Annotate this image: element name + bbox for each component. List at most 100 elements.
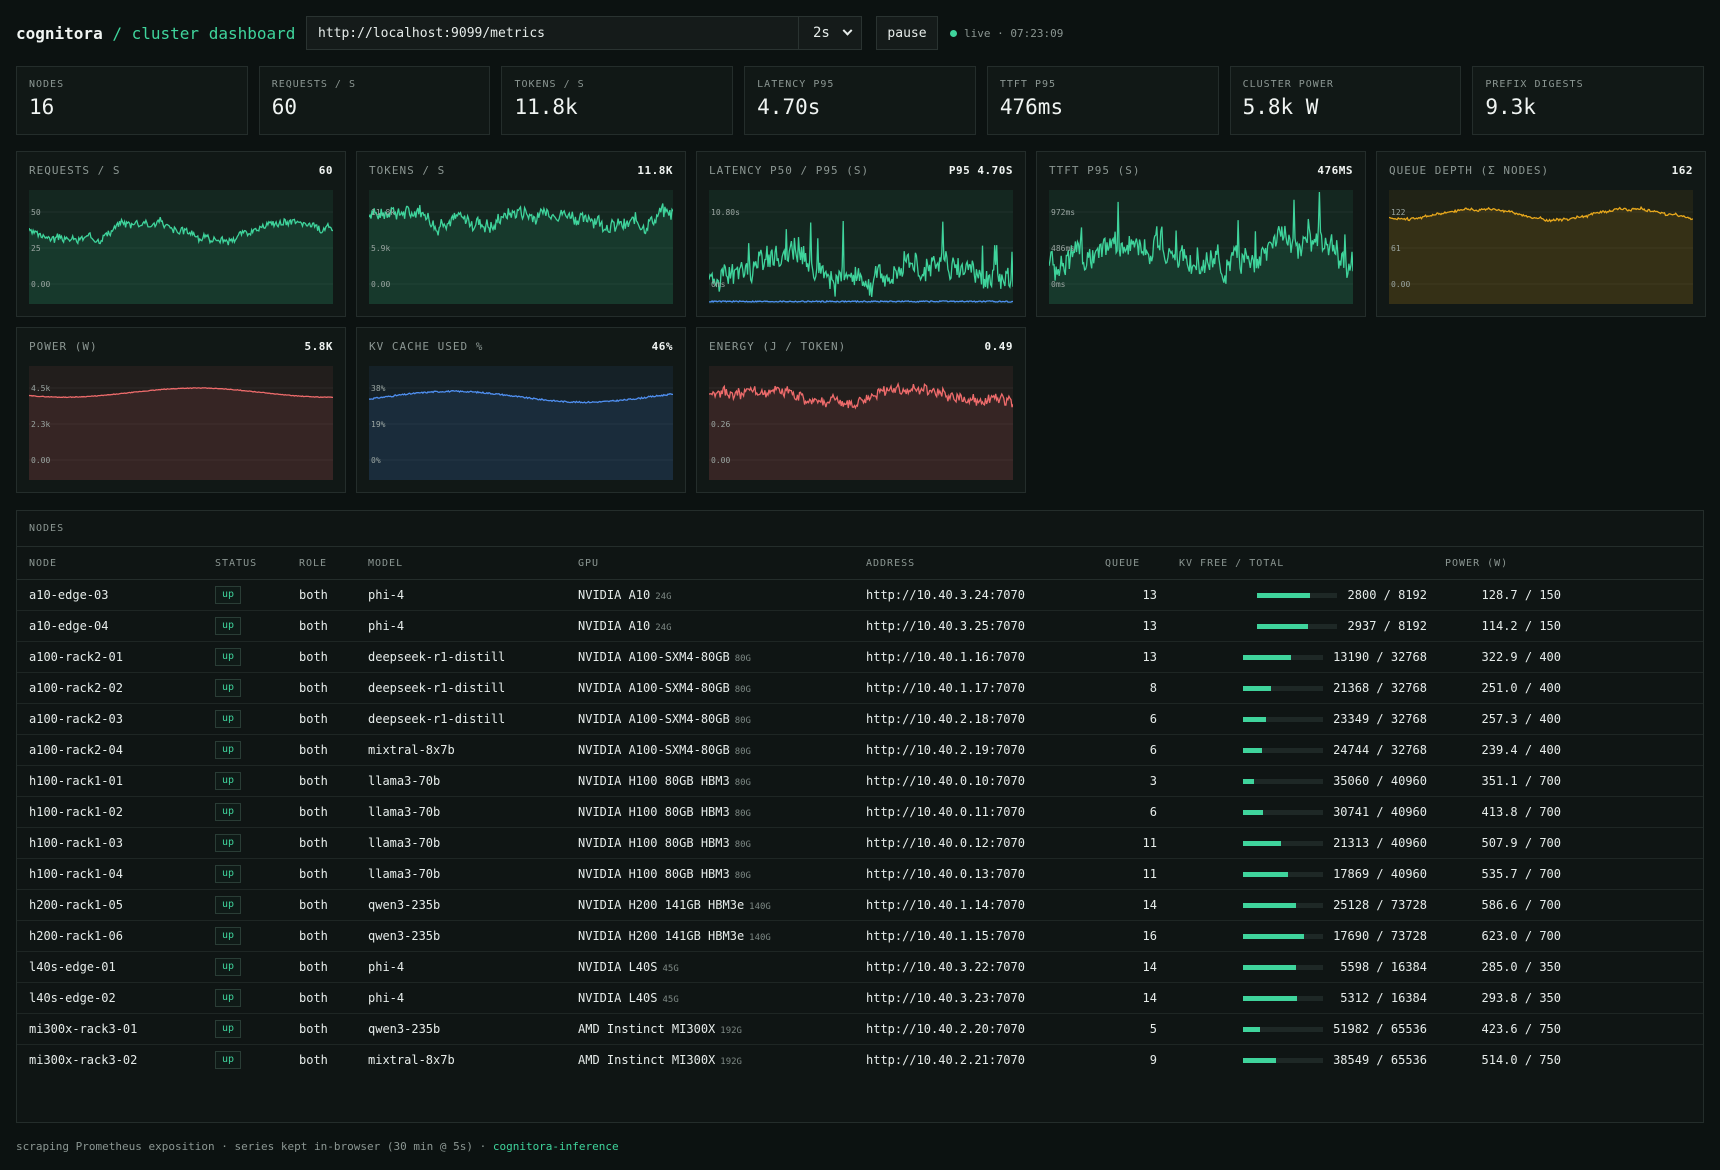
y-tick-label: 486ms [1051,244,1075,253]
kv-usage-bar [1243,872,1323,877]
table-row[interactable]: h100-rack1-04 up both llama3-70b NVIDIA H100… [17,859,1703,890]
node-address: http://10.40.2.18:7070 [866,712,1025,726]
series-line [1049,191,1353,284]
table-row[interactable]: mi300x-rack3-02 up both mixtral-8x7b AMD Ins… [17,1045,1703,1076]
status-badge: up [215,896,242,914]
kv-free-total: 5312 / 16384 [1340,991,1427,1005]
table-row[interactable]: h100-rack1-02 up both llama3-70b NVIDIA H100… [17,797,1703,828]
chart-plot: 38% 19% 0% [369,366,673,480]
table-row[interactable]: h200-rack1-05 up both qwen3-235b NVIDIA H200… [17,890,1703,921]
y-tick-label: 10.80s [711,208,740,217]
node-address: http://10.40.3.25:7070 [866,619,1025,633]
node-role: both [299,836,328,850]
node-queue: 13 [1142,588,1157,602]
node-role: both [299,588,328,602]
plot-background [29,190,333,304]
table-row[interactable]: a10-edge-03 up both phi-4 NVIDIA A10 24G http:… [17,580,1703,611]
series-line [709,220,1013,298]
chart-title: KV CACHE USED % [369,340,484,353]
node-queue: 6 [1149,712,1157,726]
gpu-memory: 45G [662,995,679,1005]
gpu-name: NVIDIA H100 80GB HBM3 [578,836,730,850]
kv-usage-bar [1243,655,1323,660]
node-queue: 11 [1142,867,1157,881]
chart-title: TTFT P95 (S) [1049,164,1141,177]
footer-link[interactable]: cognitora-inference [492,1140,619,1153]
kv-usage-fill [1243,841,1282,846]
chart-card: QUEUE DEPTH (Σ NODES) 162 122 61 0.00 [1376,151,1706,317]
refresh-interval-select[interactable]: 2s [798,16,862,50]
node-role: both [299,743,328,757]
y-tick-label: 0.00 [711,456,730,465]
node-power: 251.0 / 400 [1481,681,1561,695]
table-row[interactable]: a100-rack2-04 up both mixtral-8x7b NVIDIA A1… [17,735,1703,766]
stat-label: CLUSTER POWER [1242,79,1334,90]
table-row[interactable]: h100-rack1-03 up both llama3-70b NVIDIA H100… [17,828,1703,859]
table-row[interactable]: h200-rack1-06 up both qwen3-235b NVIDIA H200… [17,921,1703,952]
node-power: 322.9 / 400 [1481,650,1561,664]
stat-label: NODES [29,79,65,90]
stat-label: TTFT P95 [999,79,1057,90]
table-row[interactable]: a100-rack2-03 up both deepseek-r1-distill NV… [17,704,1703,735]
chart-title: LATENCY P50 / P95 (S) [709,164,870,177]
chart-title: REQUESTS / S [29,164,121,177]
node-power: 114.2 / 150 [1481,619,1561,633]
refresh-interval-value: 2s [813,25,830,41]
y-tick-label: 38% [371,384,386,393]
gpu-name: NVIDIA L40S [578,960,658,974]
kv-usage-fill [1243,996,1298,1001]
gpu-name: NVIDIA H100 80GB HBM3 [578,805,730,819]
y-tick-label: 25 [31,244,41,253]
node-address: http://10.40.0.13:7070 [866,867,1025,881]
node-gpu: NVIDIA A10 24G [578,611,672,642]
stat-card: LATENCY P95 4.70s [744,66,976,135]
series-area [709,384,1013,480]
node-gpu: NVIDIA H100 80GB HBM3 80G [578,859,751,890]
y-tick-label: 972ms [1051,208,1075,217]
table-row[interactable]: a100-rack2-02 up both deepseek-r1-distill NV… [17,673,1703,704]
live-dot-icon [950,29,957,37]
y-tick-label: 50 [31,208,41,217]
kv-usage-fill [1243,903,1296,908]
table-row[interactable]: l40s-edge-01 up both phi-4 NVIDIA L40S 45G htt… [17,952,1703,983]
table-row[interactable]: h100-rack1-01 up both llama3-70b NVIDIA H100… [17,766,1703,797]
node-power: 507.9 / 700 [1481,836,1561,850]
kv-usage-fill [1243,779,1255,784]
gpu-name: NVIDIA A100-SXM4-80GB [578,743,730,757]
stat-card: CLUSTER POWER 5.8k W [1229,66,1462,135]
chart-header: KV CACHE USED % 46% [369,340,673,353]
chart-header: QUEUE DEPTH (Σ NODES) 162 [1389,164,1693,177]
kv-free-total: 38549 / 65536 [1333,1053,1427,1067]
status-badge: up [215,710,242,728]
node-gpu: NVIDIA A100-SXM4-80GB 80G [578,642,751,673]
node-model: phi-4 [368,960,405,974]
table-row[interactable]: l40s-edge-02 up both phi-4 NVIDIA L40S 45G htt… [17,983,1703,1014]
gpu-memory: 80G [734,747,751,757]
node-power: 351.1 / 700 [1481,774,1561,788]
table-row[interactable]: a100-rack2-01 up both deepseek-r1-distill NV… [17,642,1703,673]
chevron-down-icon [842,25,853,36]
footer: scraping Prometheus exposition · series … [16,1140,619,1153]
kv-usage-bar [1243,996,1323,1001]
node-queue: 14 [1142,960,1157,974]
table-row[interactable]: mi300x-rack3-01 up both qwen3-235b AMD Insti… [17,1014,1703,1045]
chart-current-value: 11.8K [637,164,673,177]
table-header: NODE STATUS ROLE MODEL GPU ADDRESS QUEUE KV FRE… [17,546,1703,580]
kv-free-total: 25128 / 73728 [1333,898,1427,912]
chart-card: TOKENS / S 11.8K 11.8k 5.9k 0.00 [356,151,686,317]
kv-free-total: 2800 / 8192 [1347,588,1427,602]
node-role: both [299,650,328,664]
kv-free-total: 21313 / 40960 [1333,836,1427,850]
gpu-memory: 140G [749,902,771,912]
metrics-url-input[interactable]: http://localhost:9099/metrics [306,16,802,50]
status-badge: up [215,1020,242,1038]
gpu-name: NVIDIA A100-SXM4-80GB [578,712,730,726]
stat-value: 60 [271,95,298,119]
series-area [29,217,333,304]
pause-button[interactable]: pause [876,16,938,50]
chart-header: LATENCY P50 / P95 (S) P95 4.70S [709,164,1013,177]
node-name: mi300x-rack3-01 [29,1022,138,1036]
chart-title: TOKENS / S [369,164,446,177]
table-row[interactable]: a10-edge-04 up both phi-4 NVIDIA A10 24G http:… [17,611,1703,642]
node-gpu: NVIDIA L40S 45G [578,952,679,983]
